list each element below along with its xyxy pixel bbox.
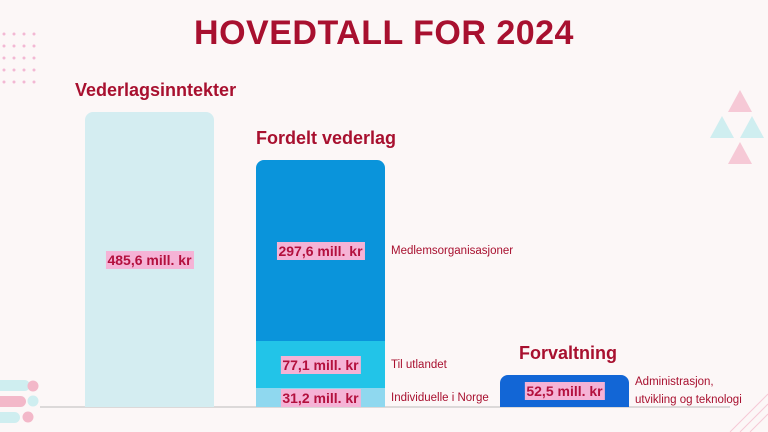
value-label: 485,6 mill. kr — [105, 250, 194, 269]
value-label: 297,6 mill. kr — [276, 241, 365, 260]
group-title: Forvaltning — [519, 343, 617, 364]
value-label: 31,2 mill. kr — [280, 388, 361, 407]
segment-name: Til utlandet — [391, 358, 447, 371]
segment-name: Individuelle i Norge — [391, 391, 489, 404]
dot-grid — [2, 32, 36, 84]
value-label: 77,1 mill. kr — [280, 355, 361, 374]
lines-deco — [729, 393, 768, 432]
segment-name: Administrasjon, utvikling og teknologi — [635, 376, 742, 407]
group-title: Vederlagsinntekter — [75, 80, 237, 100]
group-title: Fordelt vederlag — [256, 128, 397, 149]
value-label: 52,5 mill. kr — [524, 382, 605, 401]
segment-name: Medlemsorganisasjoner — [391, 244, 514, 257]
pills — [0, 380, 39, 423]
chart-title: HOVEDTALL FOR 2024 — [194, 14, 574, 52]
triangles — [710, 90, 764, 164]
